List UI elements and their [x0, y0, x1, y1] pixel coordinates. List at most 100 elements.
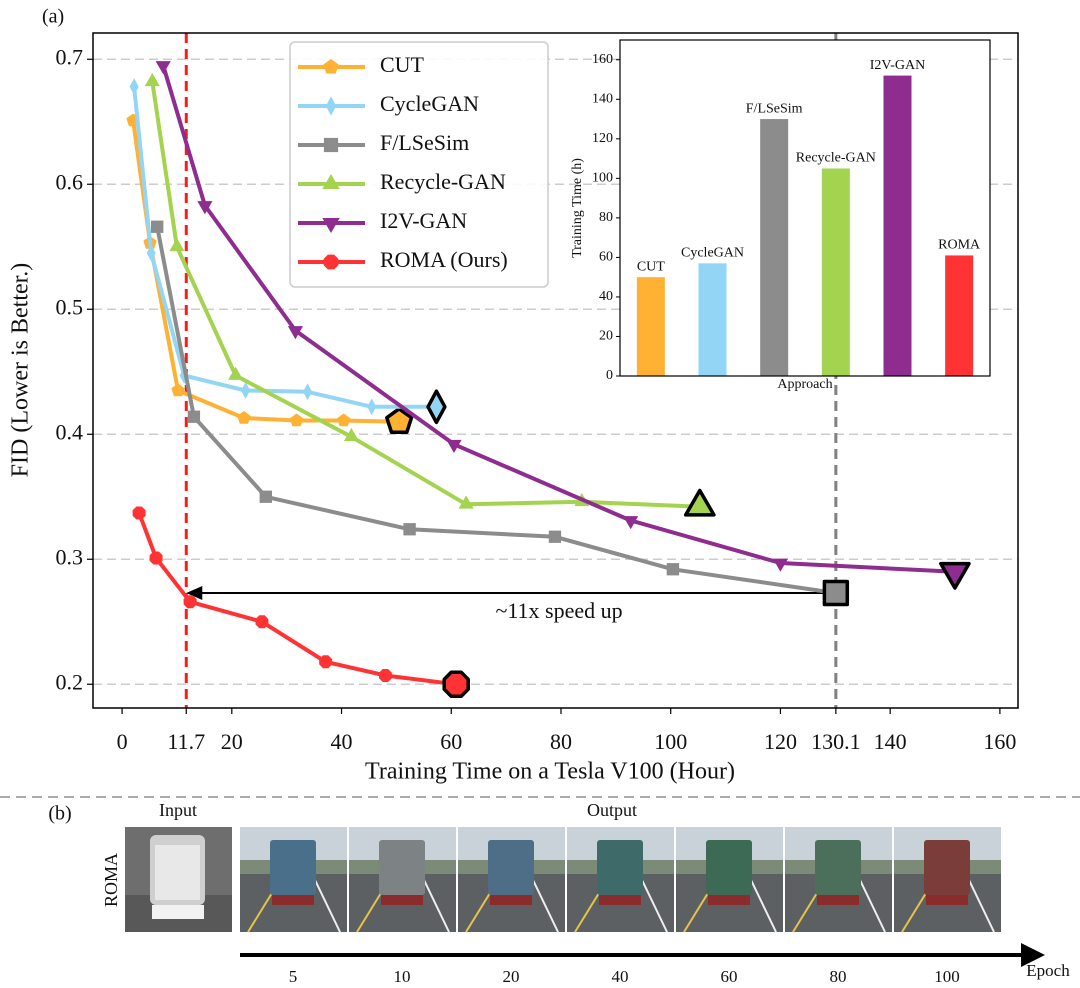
truck-bumper [599, 895, 641, 905]
data-point [169, 238, 185, 252]
data-point [183, 595, 197, 609]
data-point [237, 411, 251, 424]
data-point [666, 563, 680, 576]
y-tick-label: 0 [606, 368, 613, 383]
data-point [623, 516, 639, 530]
y-tick-label: 0.2 [56, 669, 84, 694]
input-image [125, 827, 232, 932]
lane-line [968, 879, 995, 933]
bar [636, 277, 665, 376]
legend-marker [322, 218, 340, 233]
bar [760, 119, 789, 376]
data-point [144, 73, 160, 87]
bar-label: Recycle-GAN [796, 151, 876, 166]
data-point [379, 669, 392, 682]
epoch-label: 80 [830, 967, 847, 986]
inset-x-label: Approach [777, 377, 832, 392]
x-axis-label: Training Time on a Tesla V100 (Hour) [365, 759, 735, 785]
x-tick-label: 120 [764, 729, 797, 754]
truck [379, 840, 425, 895]
bar [945, 255, 974, 376]
data-point [151, 220, 164, 233]
lane-line [641, 879, 668, 933]
data-point [129, 78, 139, 96]
data-point [426, 389, 447, 425]
y-tick-label: 160 [592, 52, 613, 67]
truck-bumper [817, 895, 859, 905]
data-point [403, 523, 416, 536]
data-point [228, 366, 244, 380]
data-point [772, 558, 788, 572]
data-point [822, 579, 850, 607]
legend-label: F/LSeSim [380, 130, 469, 155]
y-tick-label: 0.6 [56, 169, 84, 194]
data-point [319, 655, 333, 669]
x-tick-label: 160 [983, 729, 1016, 754]
panel-label: (a) [42, 6, 64, 28]
data-point [289, 413, 304, 427]
y-tick-label: 40 [599, 289, 613, 304]
y-tick-label: 80 [599, 210, 613, 225]
bar [698, 263, 727, 376]
data-point [446, 439, 462, 453]
output-image [676, 827, 783, 933]
data-point [197, 201, 213, 215]
panel-label: (b) [48, 803, 71, 825]
output-image [349, 827, 456, 933]
input-title: Input [159, 800, 197, 820]
epoch-label: 60 [721, 967, 738, 986]
data-point [171, 383, 185, 397]
bar [821, 168, 850, 376]
data-point [241, 382, 251, 399]
truck [488, 840, 534, 895]
epoch-label: 5 [289, 967, 298, 986]
annotation-text: ~11x speed up [495, 598, 622, 623]
output-image [240, 827, 347, 933]
legend-label: I2V-GAN [380, 208, 467, 233]
legend-marker [322, 174, 340, 189]
legend-marker [323, 59, 339, 74]
legend-label: CUT [380, 52, 425, 77]
arrow-head [186, 586, 203, 600]
epoch-arrow-head [1021, 943, 1045, 967]
epoch-axis-label: Epoch [1026, 961, 1070, 980]
y-tick-label: 60 [599, 250, 613, 265]
data-point [367, 398, 377, 416]
data-point [259, 490, 272, 503]
epoch-label: 10 [394, 967, 411, 986]
x-tick-label: 80 [550, 729, 572, 754]
data-point [132, 506, 146, 520]
data-point [343, 428, 359, 442]
inset-y-label: Training Time (h) [570, 158, 585, 258]
data-point [146, 244, 156, 262]
data-point [385, 407, 414, 435]
x-tick-label: 20 [221, 729, 243, 754]
x-tick-label: 140 [874, 729, 907, 754]
lane-line [859, 879, 886, 933]
truck-bumper [272, 895, 314, 905]
lane-line [423, 879, 450, 933]
y-tick-label: 0.3 [56, 544, 84, 569]
output-image [785, 827, 892, 933]
data-point [939, 561, 971, 590]
x-tick-label: 60 [440, 729, 462, 754]
lane-line [750, 879, 777, 933]
data-point [149, 551, 163, 565]
y-tick-label: 20 [599, 329, 613, 344]
legend-label: ROMA (Ours) [380, 247, 508, 272]
legend-box [289, 41, 549, 288]
output-image [458, 827, 565, 933]
lane-line [314, 879, 341, 933]
x-tick-label: 11.7 [167, 729, 205, 754]
truck [815, 840, 861, 895]
y-tick-label: 120 [592, 131, 613, 146]
truck-bumper [490, 895, 532, 905]
truck [597, 840, 643, 895]
data-point [303, 383, 313, 401]
row-label: ROMA [101, 853, 121, 907]
y-axis-label: FID (Lower is Better.) [8, 263, 34, 478]
x-tick-label: 40 [331, 729, 353, 754]
legend-marker [325, 96, 337, 116]
truck-bumper [926, 895, 968, 905]
output-image [567, 827, 674, 933]
